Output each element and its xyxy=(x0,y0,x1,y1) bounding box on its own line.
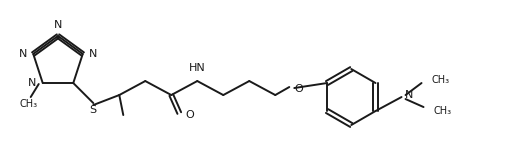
Text: O: O xyxy=(294,84,303,94)
Text: CH₃: CH₃ xyxy=(434,106,452,116)
Text: CH₃: CH₃ xyxy=(19,99,38,109)
Text: O: O xyxy=(185,110,194,120)
Text: HN: HN xyxy=(189,63,206,73)
Text: CH₃: CH₃ xyxy=(432,75,450,85)
Text: N: N xyxy=(404,90,413,100)
Text: N: N xyxy=(54,20,62,30)
Text: S: S xyxy=(90,105,97,115)
Text: N: N xyxy=(89,49,97,59)
Text: N: N xyxy=(19,49,27,59)
Text: N: N xyxy=(28,78,37,88)
